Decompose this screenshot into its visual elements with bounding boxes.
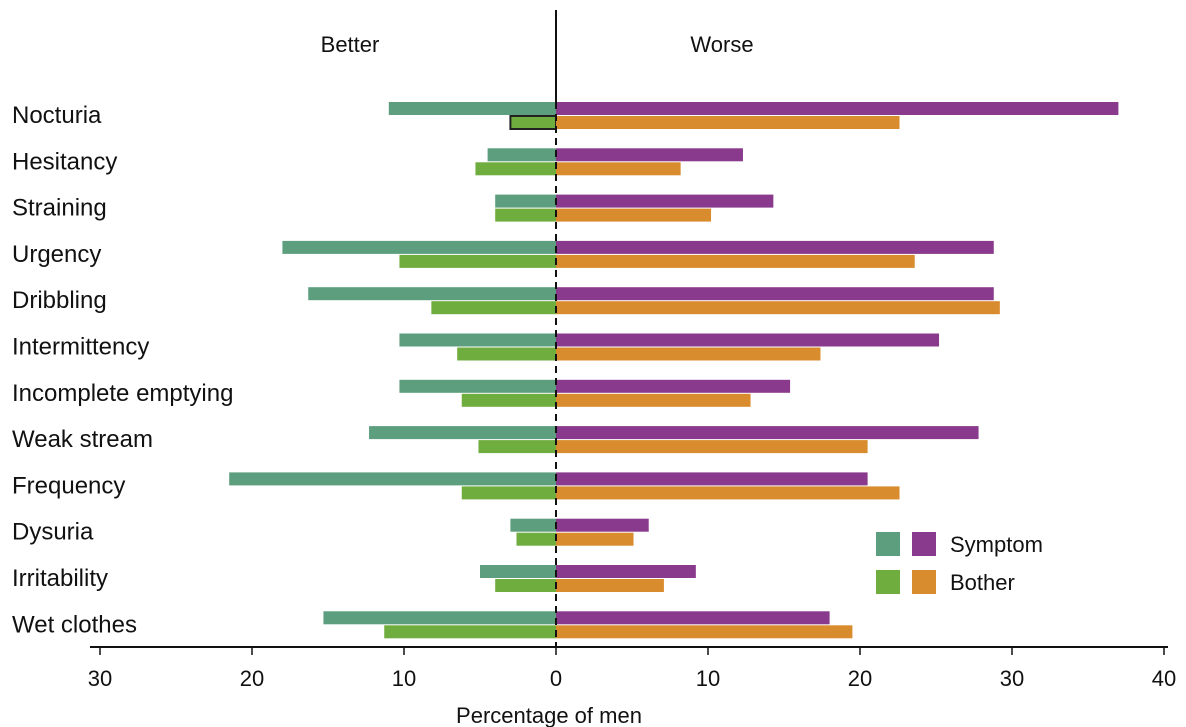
bar-better-symptom-urgency xyxy=(282,240,556,254)
bar-worse-symptom-hesitancy xyxy=(556,148,743,162)
legend-label-bother: Bother xyxy=(950,570,1015,595)
bar-worse-symptom-urgency xyxy=(556,240,994,254)
category-label-urgency: Urgency xyxy=(12,241,101,268)
bar-better-symptom-irritability xyxy=(480,565,556,578)
legend-swatch-bother xyxy=(912,570,936,594)
bar-better-bother-nocturia xyxy=(509,115,557,130)
x-tick-label: 0 xyxy=(550,666,562,691)
bar-better-bother-dysuria xyxy=(516,532,556,546)
bar-better-symptom-straining xyxy=(495,194,556,208)
category-labels: Nocturia Hesitancy Straining Urgency Dribbli… xyxy=(12,102,233,638)
x-axis-ticks: 30 20 10 0 10 20 30 40 xyxy=(88,647,1176,691)
bar-worse-bother-frequency xyxy=(556,486,900,500)
category-label-dysuria: Dysuria xyxy=(12,519,94,546)
bar-better-bother-incomplete-emptying xyxy=(461,393,556,407)
bar-worse-bother-irritability xyxy=(556,579,664,592)
bar-better-bother-hesitancy xyxy=(475,162,556,176)
bar-worse-symptom-dribbling xyxy=(556,287,994,301)
category-label-incomplete-emptying: Incomplete emptying xyxy=(12,380,233,407)
bar-better-bother-dribbling xyxy=(431,301,556,315)
legend-swatch-symptom xyxy=(912,532,936,556)
bars xyxy=(229,102,1119,639)
bar-better-symptom-incomplete-emptying xyxy=(399,379,556,393)
bar-better-bother-weak-stream xyxy=(478,440,556,454)
bar-worse-symptom-straining xyxy=(556,194,774,208)
bar-better-symptom-frequency xyxy=(229,472,556,486)
category-label-irritability: Irritability xyxy=(12,565,108,592)
bar-worse-symptom-frequency xyxy=(556,472,868,486)
bar-worse-symptom-incomplete-emptying xyxy=(556,379,791,393)
bar-worse-bother-nocturia xyxy=(556,116,900,129)
x-tick-label: 10 xyxy=(392,666,416,691)
bar-worse-bother-urgency xyxy=(556,254,915,268)
bar-better-bother-straining xyxy=(495,208,556,222)
category-label-dribbling: Dribbling xyxy=(12,287,107,314)
x-tick-label: 10 xyxy=(696,666,720,691)
bar-worse-bother-dysuria xyxy=(556,532,634,546)
bar-worse-bother-straining xyxy=(556,208,712,222)
x-tick-label: 30 xyxy=(1000,666,1024,691)
category-label-intermittency: Intermittency xyxy=(12,334,149,361)
x-tick-label: 40 xyxy=(1152,666,1176,691)
bar-worse-symptom-intermittency xyxy=(556,333,940,347)
bar-worse-bother-weak-stream xyxy=(556,440,868,454)
bar-better-symptom-intermittency xyxy=(399,333,556,347)
bar-better-symptom-nocturia xyxy=(388,102,556,115)
bar-worse-symptom-irritability xyxy=(556,565,696,578)
bar-better-symptom-dysuria xyxy=(510,518,556,532)
category-label-wet-clothes: Wet clothes xyxy=(12,611,137,638)
bar-better-symptom-hesitancy xyxy=(487,148,556,162)
category-label-frequency: Frequency xyxy=(12,472,125,499)
bar-worse-bother-incomplete-emptying xyxy=(556,393,751,407)
legend: Symptom Bother xyxy=(876,532,1043,595)
bar-worse-symptom-nocturia xyxy=(556,102,1119,115)
x-tick-label: 30 xyxy=(88,666,112,691)
bar-worse-symptom-weak-stream xyxy=(556,426,979,440)
bar-better-bother-frequency xyxy=(461,486,556,500)
bar-better-bother-wet-clothes xyxy=(384,625,556,639)
worse-header: Worse xyxy=(690,32,753,57)
legend-swatch-bother xyxy=(876,570,900,594)
bar-better-bother-irritability xyxy=(495,579,556,592)
bar-worse-bother-wet-clothes xyxy=(556,625,853,639)
bar-better-symptom-wet-clothes xyxy=(323,611,556,625)
legend-label-symptom: Symptom xyxy=(950,532,1043,557)
better-header: Better xyxy=(321,32,380,57)
x-tick-label: 20 xyxy=(240,666,264,691)
bar-worse-bother-dribbling xyxy=(556,301,1000,315)
bar-worse-symptom-dysuria xyxy=(556,518,649,532)
category-label-nocturia: Nocturia xyxy=(12,102,102,129)
bar-worse-symptom-wet-clothes xyxy=(556,611,830,625)
bar-better-bother-intermittency xyxy=(457,347,556,361)
category-label-hesitancy: Hesitancy xyxy=(12,148,117,175)
bar-better-symptom-dribbling xyxy=(308,287,556,301)
category-label-weak-stream: Weak stream xyxy=(12,426,153,453)
category-label-straining: Straining xyxy=(12,195,107,222)
bar-worse-bother-hesitancy xyxy=(556,162,681,176)
bar-better-bother-urgency xyxy=(399,254,556,268)
bar-worse-bother-intermittency xyxy=(556,347,821,361)
bar-better-symptom-weak-stream xyxy=(369,426,556,440)
x-tick-label: 20 xyxy=(848,666,872,691)
legend-swatch-symptom xyxy=(876,532,900,556)
x-axis-title: Percentage of men xyxy=(456,703,642,727)
